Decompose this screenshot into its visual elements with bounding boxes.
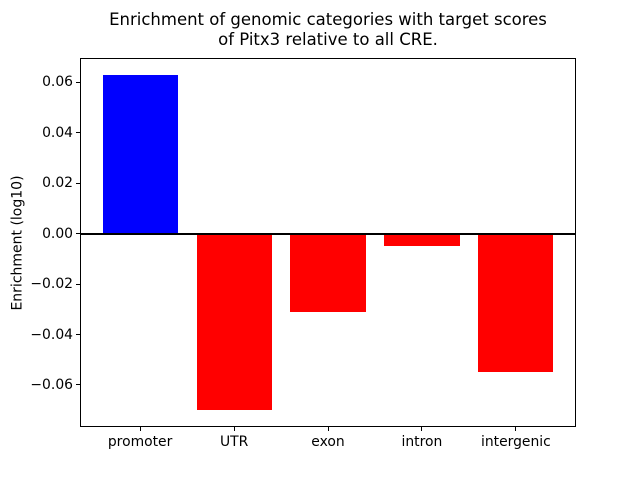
y-tick-mark bbox=[76, 334, 80, 335]
x-tick-label-intron: intron bbox=[401, 434, 443, 450]
y-tick-mark bbox=[76, 81, 80, 83]
bar-intergenic bbox=[478, 233, 554, 373]
bar-intron bbox=[384, 233, 460, 247]
y-tick-label: 0.00 bbox=[42, 225, 73, 242]
x-tick-mark bbox=[139, 427, 141, 431]
y-tick-label: 0.06 bbox=[42, 74, 73, 91]
x-tick-label-intergenic: intergenic bbox=[480, 434, 551, 450]
zero-line bbox=[80, 232, 576, 235]
y-tick-mark bbox=[76, 384, 80, 386]
x-tick-mark bbox=[327, 427, 329, 431]
y-tick-mark bbox=[76, 182, 80, 184]
y-tick-label: −0.04 bbox=[30, 326, 73, 343]
bar-promoter bbox=[102, 74, 178, 234]
bar-UTR bbox=[196, 233, 272, 411]
y-tick-mark bbox=[76, 132, 80, 134]
x-tick-mark bbox=[421, 427, 423, 431]
x-tick-mark bbox=[515, 427, 517, 431]
x-tick-mark bbox=[233, 427, 235, 431]
x-tick-label-promoter: promoter bbox=[107, 434, 173, 450]
chart-title: Enrichment of genomic categories with ta… bbox=[109, 10, 547, 49]
x-tick-label-exon: exon bbox=[311, 434, 345, 450]
y-axis-label: Enrichment (log10) bbox=[9, 175, 26, 311]
y-tick-label: 0.04 bbox=[42, 124, 73, 141]
bar-exon bbox=[290, 233, 366, 312]
y-tick-label: −0.06 bbox=[30, 376, 73, 393]
y-tick-label: −0.02 bbox=[30, 276, 73, 293]
x-tick-label-UTR: UTR bbox=[219, 434, 249, 450]
y-tick-label: 0.02 bbox=[42, 175, 73, 192]
y-tick-mark bbox=[76, 283, 80, 285]
y-tick-mark bbox=[76, 233, 80, 235]
